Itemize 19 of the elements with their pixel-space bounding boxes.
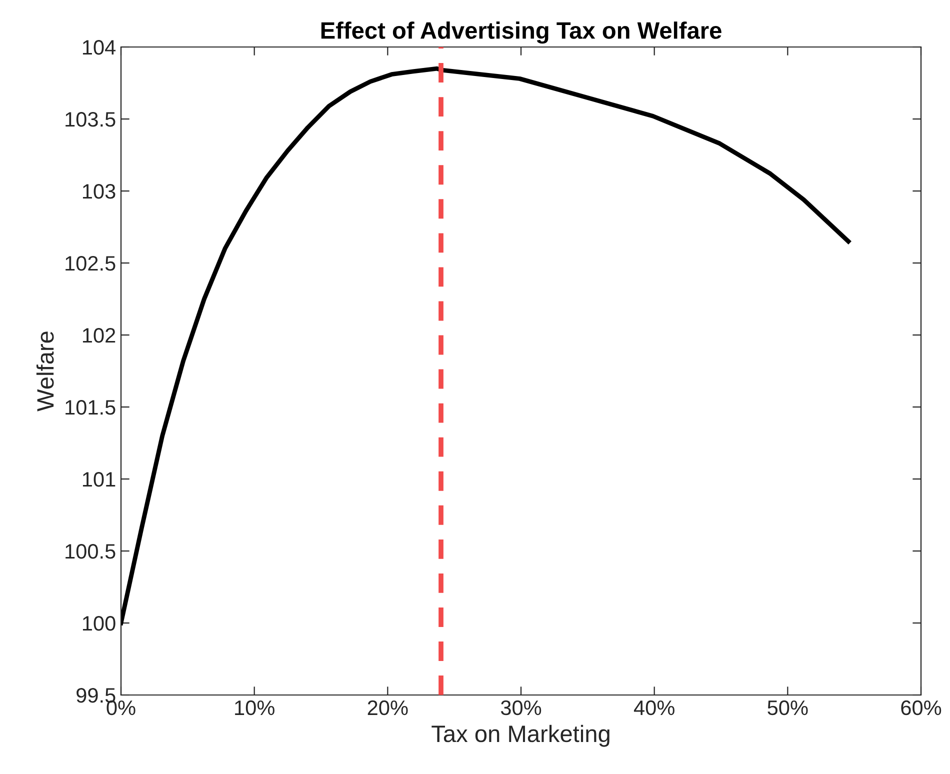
y-tick-label: 100 (82, 616, 116, 631)
y-axis-title: Welfare (36, 332, 54, 412)
y-tick-label: 102.5 (66, 256, 116, 271)
x-tick-label: 40% (634, 700, 674, 716)
y-tick-label: 104 (82, 40, 116, 55)
x-tick-label: 30% (500, 700, 542, 716)
y-tick-label: 103.5 (66, 112, 116, 127)
y-tick-label: 101.5 (66, 400, 116, 415)
x-axis-title: Tax on Marketing (432, 724, 610, 747)
y-tick-label: 100.5 (66, 544, 116, 559)
x-tick-label: 20% (368, 700, 408, 716)
x-tick-label: 60% (901, 700, 942, 716)
x-tick-label: 50% (768, 700, 808, 716)
line-series (121, 66, 851, 626)
chart-title: Effect of Advertising Tax on Welfare (321, 22, 722, 44)
y-tick-label: 102 (82, 328, 116, 343)
y-tick-label: 103 (82, 184, 116, 199)
y-tick-label: 101 (82, 472, 116, 487)
x-tick-label: 10% (235, 700, 274, 716)
